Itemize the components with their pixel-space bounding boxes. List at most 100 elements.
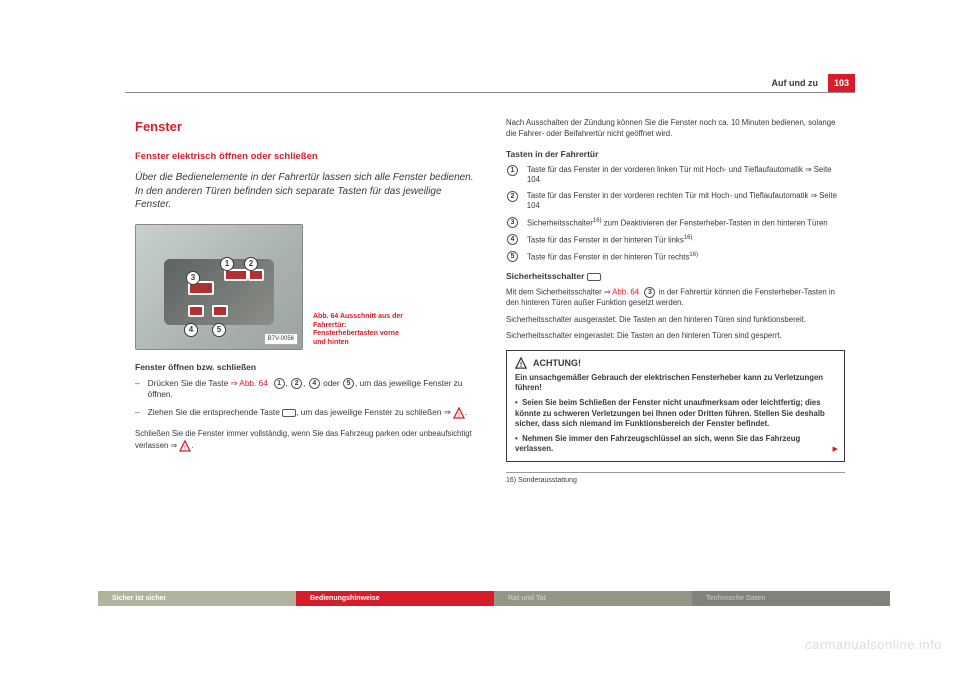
header-row: Auf und zu 103 — [125, 74, 855, 92]
list-item: – Ziehen Sie die entsprechende Taste , u… — [135, 407, 474, 419]
intro-paragraph: Über die Bedienelemente in der Fahrertür… — [135, 171, 474, 212]
paragraph: Schließen Sie die Fenster immer vollstän… — [135, 429, 474, 452]
warning-bullet: • Seien Sie beim Schließen der Fenster n… — [515, 398, 836, 430]
tab-bedienung: Bedienungshinweise — [296, 591, 494, 606]
circled-1: 1 — [507, 165, 518, 176]
open-close-title: Fenster öffnen bzw. schließen — [135, 362, 474, 374]
tab-technische: Technische Daten — [692, 591, 890, 606]
circled-4: 4 — [507, 234, 518, 245]
circled-2: 2 — [291, 378, 302, 389]
window-button-icon — [212, 305, 228, 317]
page-number: 103 — [828, 74, 855, 92]
paragraph: Mit dem Sicherheitsschalter ⇒ Abb. 64 3 … — [506, 287, 845, 309]
footer-tabs: Sicher ist sicher Bedienungshinweise Rat… — [98, 591, 890, 606]
watermark: carmanualsonline.info — [805, 637, 942, 652]
callout-2: 2 — [244, 257, 258, 271]
paragraph: Nach Ausschalten der Zündung können Sie … — [506, 118, 845, 139]
footnote-text: Sonderausstattung — [518, 477, 577, 484]
circled-4: 4 — [309, 378, 320, 389]
tasten-title: Tasten in der Fahrertür — [506, 149, 845, 161]
circled-2: 2 — [507, 191, 518, 202]
bullet-text: Drücken Sie die Taste ⇒ Abb. 64 1, 2, 4 … — [148, 378, 474, 401]
text: Mit dem Sicherheitsschalter — [506, 288, 604, 297]
warning-text: Ein unsachgemäßer Gebrauch der elektrisc… — [515, 373, 836, 394]
text: Taste für das Fenster in der hinteren Tü… — [527, 234, 692, 246]
text: Taste für das Fenster in der hinteren Tü… — [527, 253, 689, 262]
figure-ref: ⇒ Abb. 64 — [230, 378, 267, 388]
left-column: Fenster Fenster elektrisch öffnen oder s… — [135, 118, 474, 573]
figure-caption: Abb. 64 Ausschnitt aus der Fahrertür: Fe… — [313, 313, 408, 350]
list-item: 2 Taste für das Fenster in der vorderen … — [506, 191, 845, 212]
warning-title: ACHTUNG! — [533, 357, 581, 369]
window-button-icon — [188, 305, 204, 317]
list-item: 3 Sicherheitsschalter16) zum Deaktiviere… — [506, 217, 845, 229]
warning-heading: ! ACHTUNG! — [515, 357, 836, 369]
bullet-text: Ziehen Sie die entsprechende Taste , um … — [148, 407, 468, 419]
page: Auf und zu 103 Fenster Fenster elektrisc… — [0, 0, 960, 678]
svg-text:!: ! — [520, 360, 523, 369]
section-title: Fenster — [135, 118, 474, 136]
paragraph: Sicherheitsschalter eingerastet: Die Tas… — [506, 331, 845, 342]
svg-text:!: ! — [458, 412, 460, 419]
header-section-title: Auf und zu — [771, 78, 818, 88]
svg-text:!: ! — [184, 445, 186, 452]
callout-1: 1 — [220, 257, 234, 271]
footnote-ref: 16) — [689, 252, 698, 258]
warning-box: ! ACHTUNG! Ein unsachgemäßer Gebrauch de… — [506, 350, 845, 462]
warning-icon: ! — [453, 407, 465, 419]
list-item: – Drücken Sie die Taste ⇒ Abb. 64 1, 2, … — [135, 378, 474, 401]
text: Drücken Sie die Taste — [148, 378, 231, 388]
figure-code: B7V-0056 — [264, 333, 298, 345]
circled-5: 5 — [343, 378, 354, 389]
footnote-num: 16) — [506, 477, 516, 484]
text: Taste für das Fenster in der hinteren Tü… — [527, 236, 684, 245]
right-column: Nach Ausschalten der Zündung können Sie … — [506, 118, 845, 573]
footnote: 16) Sonderausstattung — [506, 472, 845, 486]
figure-64: 1 2 3 4 5 B7V-0056 — [135, 224, 303, 350]
callout-5: 5 — [212, 323, 226, 337]
text: Ziehen Sie die entsprechende Taste — [148, 407, 283, 417]
door-panel — [164, 259, 274, 325]
text: . — [465, 407, 467, 417]
circled-3: 3 — [644, 287, 655, 298]
list-item: 1 Taste für das Fenster in der vorderen … — [506, 165, 845, 186]
header-rule — [125, 92, 855, 93]
footnote-ref: 16) — [684, 235, 693, 241]
circled-5: 5 — [507, 251, 518, 262]
list-item: 5 Taste für das Fenster in der hinteren … — [506, 251, 845, 263]
warning-bullet: • Nehmen Sie immer den Fahrzeugschlüssel… — [515, 434, 836, 455]
switch-icon — [587, 273, 601, 281]
text: Sicherheitsschalter16) zum Deaktivieren … — [527, 217, 828, 229]
warning-icon: ! — [179, 440, 191, 452]
tab-sicher: Sicher ist sicher — [98, 591, 296, 606]
text: Seien Sie beim Schließen der Fenster nic… — [515, 398, 825, 428]
list-item: 4 Taste für das Fenster in der hinteren … — [506, 234, 845, 246]
callout-4: 4 — [184, 323, 198, 337]
circled-3: 3 — [507, 217, 518, 228]
tab-rat: Rat und Tat — [494, 591, 692, 606]
text: Taste für das Fenster in der vorderen re… — [527, 191, 845, 212]
continue-arrow-icon: ▸ — [832, 442, 838, 457]
figure-ref: ⇒ Abb. 64 — [604, 288, 639, 297]
dash-icon: – — [135, 378, 140, 401]
button-icon — [282, 409, 296, 417]
text: zum Deaktivieren der Fensterheber-Tasten… — [602, 219, 828, 228]
safety-switch-title: Sicherheitsschalter — [506, 271, 845, 283]
circled-1: 1 — [274, 378, 285, 389]
text: Taste für das Fenster in der vorderen li… — [527, 165, 845, 186]
text: , um das jeweilige Fenster zu schließen … — [296, 407, 453, 417]
text: . — [191, 441, 193, 450]
text: Taste für das Fenster in der hinteren Tü… — [527, 251, 698, 263]
footnote-ref: 16) — [593, 218, 602, 224]
callout-3: 3 — [186, 271, 200, 285]
subsection-title: Fenster elektrisch öffnen oder schließen — [135, 150, 474, 163]
paragraph: Sicherheitsschalter ausgerastet: Die Tas… — [506, 315, 845, 326]
figure-row: 1 2 3 4 5 B7V-0056 Abb. 64 Ausschnitt au… — [135, 224, 474, 350]
text: Nehmen Sie immer den Fahrzeugschlüssel a… — [515, 434, 800, 454]
dash-icon: – — [135, 407, 140, 419]
text: Sicherheitsschalter — [527, 219, 593, 228]
warning-icon: ! — [515, 357, 527, 369]
text: Sicherheitsschalter — [506, 271, 587, 281]
text: oder — [323, 378, 342, 388]
content: Fenster Fenster elektrisch öffnen oder s… — [135, 118, 845, 573]
